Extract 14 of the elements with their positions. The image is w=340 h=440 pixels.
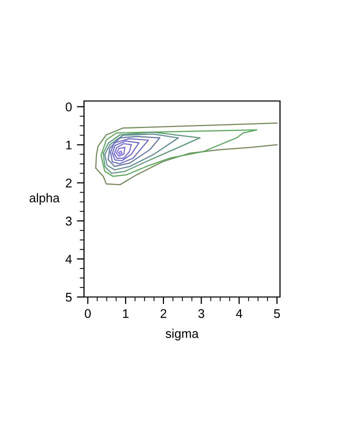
y-tick-label: 1 [66, 140, 72, 150]
y-tick-label: 2 [66, 178, 72, 188]
x-axis-title: sigma [166, 328, 199, 340]
y-tick-label: 4 [66, 254, 72, 264]
x-tick-label: 4 [236, 309, 242, 318]
x-tick-label: 1 [123, 309, 128, 318]
y-tick-label: 3 [66, 216, 72, 226]
x-tick-label: 3 [198, 309, 204, 318]
y-tick-label: 0 [66, 102, 72, 112]
x-tick-label: 0 [84, 309, 91, 318]
y-tick-label: 5 [66, 292, 72, 302]
x-tick-label: 2 [160, 309, 166, 318]
y-axis-title: alpha [30, 193, 60, 205]
x-tick-label: 5 [274, 309, 280, 318]
